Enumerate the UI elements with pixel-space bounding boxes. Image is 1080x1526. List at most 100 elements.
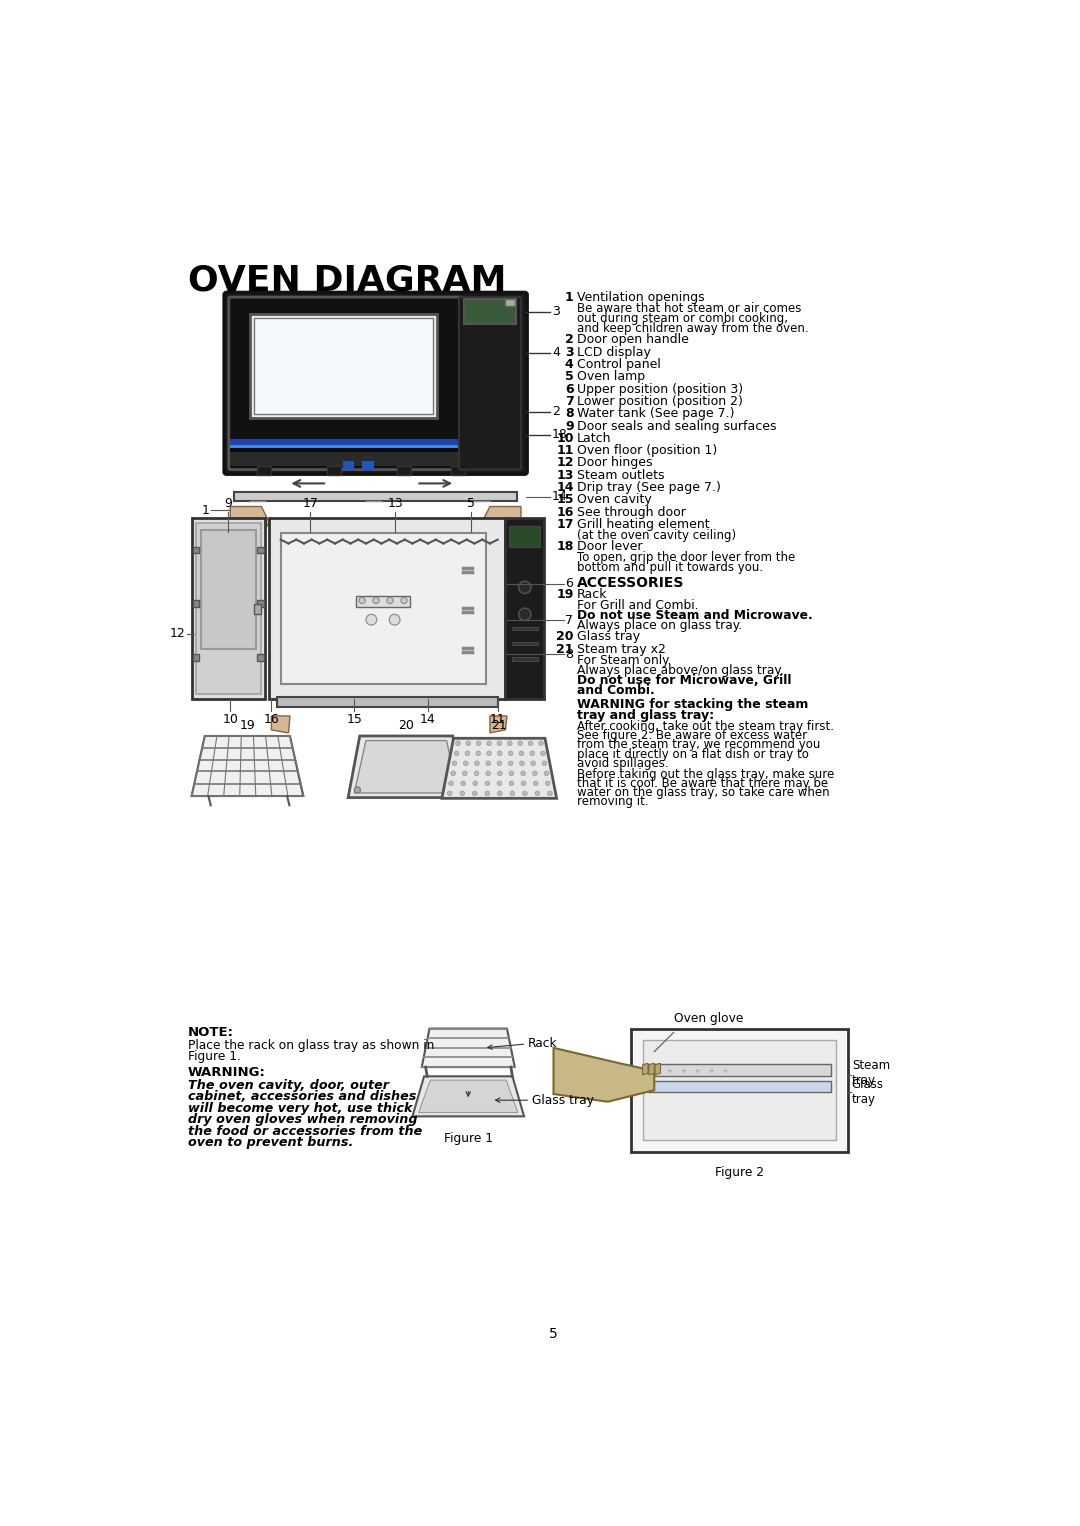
Text: The oven cavity, door, outer: The oven cavity, door, outer <box>188 1079 389 1091</box>
Text: 7: 7 <box>565 395 573 407</box>
Circle shape <box>509 761 513 766</box>
Text: 11: 11 <box>556 444 573 458</box>
Circle shape <box>509 751 513 755</box>
Polygon shape <box>554 1048 654 1102</box>
Circle shape <box>522 781 526 786</box>
Text: (at the oven cavity ceiling): (at the oven cavity ceiling) <box>577 530 735 542</box>
Polygon shape <box>490 716 507 732</box>
Polygon shape <box>656 1064 661 1074</box>
Bar <box>356 595 410 607</box>
Bar <box>510 526 540 548</box>
Text: 12: 12 <box>556 456 573 470</box>
Text: ACCESSORIES: ACCESSORIES <box>577 575 684 591</box>
Circle shape <box>389 615 400 626</box>
Circle shape <box>451 787 458 794</box>
Text: 5: 5 <box>565 371 573 383</box>
Bar <box>257 465 271 475</box>
Text: 9: 9 <box>565 420 573 432</box>
Text: Steam
tray: Steam tray <box>852 1059 890 1087</box>
Bar <box>257 600 264 607</box>
Text: 1: 1 <box>565 291 573 304</box>
FancyBboxPatch shape <box>191 517 266 699</box>
Circle shape <box>487 742 491 746</box>
Text: Glass tray: Glass tray <box>531 1094 594 1106</box>
Text: oven to prevent burns.: oven to prevent burns. <box>188 1137 353 1149</box>
Circle shape <box>373 597 379 604</box>
Circle shape <box>542 761 546 766</box>
Text: cabinet, accessories and dishes: cabinet, accessories and dishes <box>188 1090 416 1103</box>
Polygon shape <box>422 1029 515 1067</box>
Circle shape <box>476 742 481 746</box>
Text: Glass
tray: Glass tray <box>852 1077 883 1106</box>
Bar <box>230 446 460 449</box>
Text: 16: 16 <box>264 713 280 726</box>
Bar <box>230 452 460 465</box>
Circle shape <box>487 751 491 755</box>
Circle shape <box>461 781 465 786</box>
Circle shape <box>455 751 459 755</box>
Text: place it directly on a flat dish or tray to: place it directly on a flat dish or tray… <box>577 748 809 760</box>
Circle shape <box>486 761 490 766</box>
Text: tray and glass tray:: tray and glass tray: <box>577 710 714 722</box>
Polygon shape <box>643 1064 648 1074</box>
Bar <box>327 465 341 475</box>
Bar <box>257 546 264 552</box>
FancyBboxPatch shape <box>225 293 527 475</box>
Text: 16: 16 <box>556 505 573 519</box>
Bar <box>193 546 200 552</box>
FancyBboxPatch shape <box>459 298 521 470</box>
Circle shape <box>681 1070 686 1073</box>
Circle shape <box>354 787 361 794</box>
Circle shape <box>486 771 490 775</box>
Bar <box>201 530 256 649</box>
Bar <box>230 449 460 455</box>
Text: 17: 17 <box>556 517 573 531</box>
Text: 2: 2 <box>552 406 559 418</box>
Circle shape <box>453 761 457 766</box>
Text: bottom and pull it towards you.: bottom and pull it towards you. <box>577 562 762 574</box>
Bar <box>362 461 374 470</box>
Text: 3: 3 <box>552 305 559 319</box>
Circle shape <box>498 790 502 795</box>
Text: Do not use Steam and Microwave.: Do not use Steam and Microwave. <box>577 609 812 623</box>
Text: 18: 18 <box>556 540 573 554</box>
Bar <box>512 627 538 630</box>
Text: See figure 2. Be aware of excess water: See figure 2. Be aware of excess water <box>577 729 807 742</box>
Circle shape <box>545 781 550 786</box>
Text: 20: 20 <box>399 719 415 732</box>
Circle shape <box>710 1070 714 1073</box>
Text: 14: 14 <box>420 713 436 726</box>
Text: After cooking, take out the steam tray first.: After cooking, take out the steam tray f… <box>577 720 834 732</box>
Text: Control panel: Control panel <box>577 359 661 371</box>
Text: 5: 5 <box>467 497 474 510</box>
Text: Oven floor (position 1): Oven floor (position 1) <box>577 444 717 458</box>
Polygon shape <box>191 736 303 797</box>
Text: 21: 21 <box>491 719 508 732</box>
Circle shape <box>456 742 460 746</box>
Text: 11: 11 <box>490 713 505 726</box>
Text: 12: 12 <box>170 627 186 639</box>
Polygon shape <box>442 739 556 798</box>
Circle shape <box>519 761 524 766</box>
Text: Place the rack on glass tray as shown in: Place the rack on glass tray as shown in <box>188 1039 434 1053</box>
Text: 14: 14 <box>552 490 568 504</box>
Text: 6: 6 <box>565 577 573 591</box>
Text: that it is cool. Be aware that there may be: that it is cool. Be aware that there may… <box>577 777 828 790</box>
Circle shape <box>472 790 477 795</box>
Text: 10: 10 <box>556 432 573 446</box>
Text: To open, grip the door lever from the: To open, grip the door lever from the <box>577 551 795 565</box>
Circle shape <box>498 751 502 755</box>
Circle shape <box>474 771 478 775</box>
Bar <box>281 534 486 684</box>
Text: 19: 19 <box>240 719 255 732</box>
Circle shape <box>465 742 471 746</box>
Text: 1: 1 <box>202 504 210 517</box>
Bar <box>230 299 460 468</box>
Text: Oven lamp: Oven lamp <box>577 371 645 383</box>
Bar <box>451 465 465 475</box>
Circle shape <box>535 790 540 795</box>
Text: 9: 9 <box>224 497 232 510</box>
Polygon shape <box>354 740 458 794</box>
Circle shape <box>519 751 524 755</box>
Circle shape <box>518 742 523 746</box>
